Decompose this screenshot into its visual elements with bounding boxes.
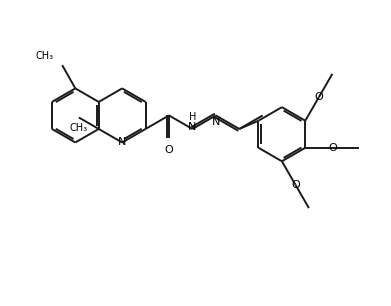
Text: O: O bbox=[291, 180, 300, 190]
Text: N: N bbox=[118, 137, 126, 147]
Text: CH₃: CH₃ bbox=[70, 123, 88, 133]
Text: O: O bbox=[165, 145, 173, 155]
Text: N: N bbox=[188, 122, 197, 132]
Text: O: O bbox=[314, 92, 323, 102]
Text: CH₃: CH₃ bbox=[36, 50, 54, 61]
Text: N: N bbox=[212, 117, 220, 127]
Text: O: O bbox=[328, 143, 337, 153]
Text: H: H bbox=[189, 112, 196, 122]
